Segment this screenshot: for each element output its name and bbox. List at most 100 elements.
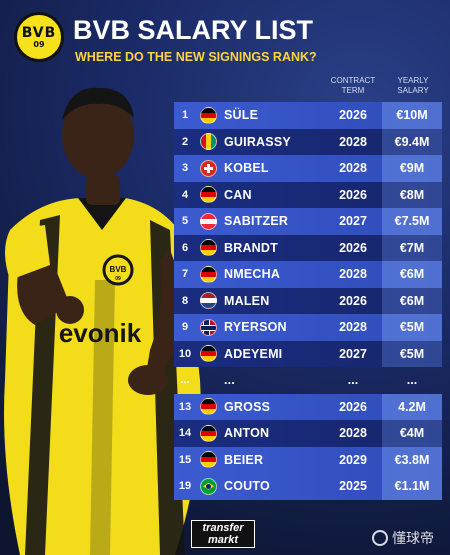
flag-de-icon <box>200 239 217 257</box>
salary-cell: €6M <box>382 287 442 314</box>
rank-cell: 9 <box>181 321 189 334</box>
flag-de-icon <box>200 398 217 416</box>
contract-term-cell: 2027 <box>339 214 367 229</box>
player-name-cell: KOBEL <box>224 161 269 176</box>
table-row: 5 SABITZER 2027 €7.5M <box>174 208 442 235</box>
contract-term-cell: 2026 <box>339 240 367 255</box>
salary-cell: €3.8M <box>382 446 442 473</box>
flag-no-icon <box>200 318 217 336</box>
player-name-cell: SABITZER <box>224 214 289 229</box>
rank-cell: 13 <box>178 400 192 413</box>
contract-term-cell: 2026 <box>339 108 367 123</box>
salary-cell: €7.5M <box>382 208 442 235</box>
player-name-cell: CAN <box>224 187 252 202</box>
salary-cell: €5M <box>382 340 442 367</box>
salary-table: 1 SÜLE 2026 €10M 2 GUIRASSY 2028 €9.4M 3 KOBEL 202… <box>174 102 442 500</box>
salary-cell: ... <box>406 373 418 388</box>
table-row: 7 NMECHA 2028 €6M <box>174 261 442 288</box>
rank-cell: 6 <box>181 241 189 254</box>
salary-cell: €5M <box>382 314 442 341</box>
salary-cell: €7M <box>382 234 442 261</box>
watermark: 懂球帝 <box>372 528 434 548</box>
flag-gn-icon <box>200 133 217 151</box>
table-row: 13 GROSS 2026 4.2M <box>174 393 442 420</box>
player-name-cell: MALEN <box>224 293 270 308</box>
table-row: 19 COUTO 2025 €1.1M <box>174 473 442 500</box>
yearly-salary-header: YEARLY SALARY <box>397 76 429 95</box>
contract-term-cell: 2028 <box>339 320 367 335</box>
player-name-cell: SÜLE <box>224 108 259 123</box>
table-row: 10 ADEYEMI 2027 €5M <box>174 340 442 367</box>
salary-cell: €9.4M <box>382 128 442 155</box>
contract-term-cell: 2026 <box>339 187 367 202</box>
rank-cell: ... <box>180 374 190 387</box>
transfermarkt-logo-line2: markt <box>208 534 238 546</box>
contract-term-cell: 2027 <box>339 346 367 361</box>
flag-de-icon <box>200 106 217 124</box>
table-row: 2 GUIRASSY 2028 €9.4M <box>174 128 442 155</box>
table-row: 9 RYERSON 2028 €5M <box>174 314 442 341</box>
transfermarkt-logo-line1: transfer <box>202 522 244 534</box>
rank-cell: 3 <box>181 162 189 175</box>
rank-cell: 19 <box>178 480 192 493</box>
flag-de-icon <box>200 345 217 363</box>
table-row: 15 BEIER 2029 €3.8M <box>174 446 442 473</box>
player-name-cell: RYERSON <box>224 320 287 335</box>
player-name-cell: ADEYEMI <box>224 346 283 361</box>
salary-cell: €1.1M <box>382 473 442 500</box>
contract-term-cell: 2026 <box>339 293 367 308</box>
flag-ch-icon <box>200 159 217 177</box>
rank-cell: 15 <box>178 453 192 466</box>
salary-cell: €10M <box>382 102 442 129</box>
flag-de-icon <box>200 451 217 469</box>
table-row: 1 SÜLE 2026 €10M <box>174 102 442 129</box>
player-name-cell: BEIER <box>224 452 264 467</box>
table-row: 14 ANTON 2028 €4M <box>174 420 442 447</box>
flag-br-icon <box>200 477 217 495</box>
flag-nl-icon <box>200 292 217 310</box>
contract-term-cell: 2025 <box>339 479 367 494</box>
rank-cell: 1 <box>181 109 189 122</box>
player-name-cell: BRANDT <box>224 240 278 255</box>
bvb-logo-year: 09 <box>33 39 45 49</box>
flag-de-icon <box>200 424 217 442</box>
table-row: 3 KOBEL 2028 €9M <box>174 155 442 182</box>
salary-cell: €8M <box>382 181 442 208</box>
contract-term-header: CONTRACT TERM <box>330 76 376 95</box>
rank-cell: 14 <box>178 427 192 440</box>
table-row: 4 CAN 2026 €8M <box>174 181 442 208</box>
table-row: 6 BRANDT 2026 €7M <box>174 234 442 261</box>
player-name-cell: ... <box>224 373 236 388</box>
player-name-cell: GUIRASSY <box>224 134 291 149</box>
transfermarkt-logo: transfer markt <box>191 520 255 548</box>
flag-at-icon <box>200 212 217 230</box>
salary-cell: 4.2M <box>382 393 442 420</box>
contract-term-cell: 2028 <box>339 267 367 282</box>
player-name-cell: NMECHA <box>224 267 281 282</box>
flag-placeholder <box>200 372 217 389</box>
jersey-crest-year: 09 <box>115 276 121 282</box>
player-name-cell: COUTO <box>224 479 270 494</box>
page-title: BVB SALARY LIST <box>73 15 314 45</box>
table-row: 8 MALEN 2026 €6M <box>174 287 442 314</box>
salary-cell: €4M <box>382 420 442 447</box>
contract-term-cell: 2029 <box>339 452 367 467</box>
player-name-cell: GROSS <box>224 399 271 414</box>
flag-de-icon <box>200 186 217 204</box>
jersey-crest-text: BVB <box>110 265 127 274</box>
player-image: BVB 09 evonik <box>4 87 201 555</box>
rank-cell: 4 <box>181 188 189 201</box>
rank-cell: 5 <box>181 215 189 228</box>
rank-cell: 8 <box>181 294 189 307</box>
salary-cell: €9M <box>382 155 442 182</box>
page-subtitle: WHERE DO THE NEW SIGNINGS RANK? <box>75 50 317 64</box>
flag-de-icon <box>200 265 217 283</box>
contract-term-cell: 2028 <box>339 426 367 441</box>
jersey-sponsor: evonik <box>59 318 142 348</box>
table-row: ............ <box>174 367 442 394</box>
contract-term-cell: 2026 <box>339 399 367 414</box>
ball-icon <box>372 530 388 546</box>
rank-cell: 7 <box>181 268 189 281</box>
contract-term-cell: ... <box>347 373 359 388</box>
contract-term-cell: 2028 <box>339 161 367 176</box>
